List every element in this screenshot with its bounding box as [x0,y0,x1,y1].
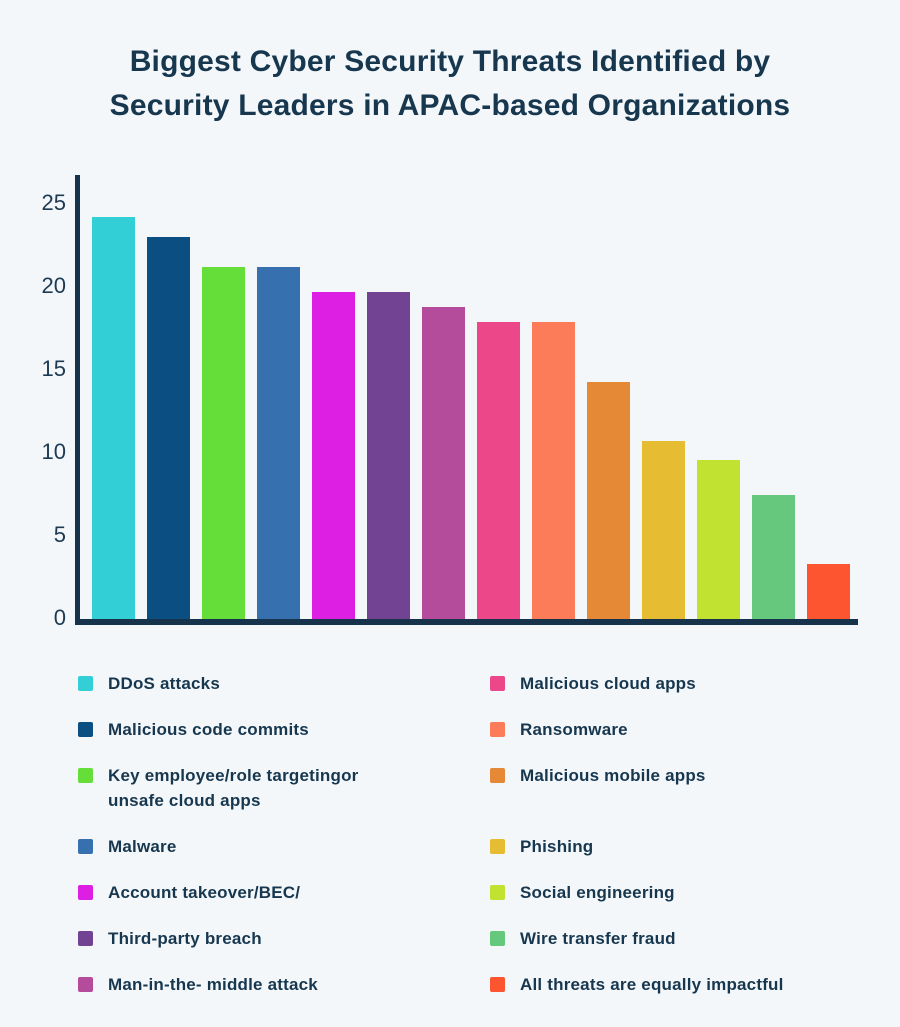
legend-swatch-icon [490,839,505,854]
legend-swatch-icon [490,931,505,946]
legend-swatch-icon [78,676,93,691]
legend-item-11: Phishing [490,834,868,859]
bar-7 [422,306,465,619]
legend-swatch-icon [78,768,93,783]
legend-swatch-icon [490,676,505,691]
legend-item-8: Malicious cloud apps [490,671,868,696]
y-tick-label-15: 15 [41,356,66,381]
bar-8 [477,321,520,619]
legend-label: Third-party breach [108,929,262,948]
legend-swatch-icon [78,977,93,992]
y-tick-label-5: 5 [53,522,66,547]
legend-item-14: All threats are equally impactful [490,972,868,997]
legend-label: Phishing [520,837,594,856]
legend-item-3: Key employee/role targetingor unsafe clo… [78,763,490,813]
y-tick-label-25: 25 [41,190,66,215]
legend-label: DDoS attacks [108,674,220,693]
legend-item-9: Ransomware [490,717,868,742]
legend-item-5: Account takeover/BEC/ [78,880,490,905]
bar-14 [807,564,850,619]
legend-item-13: Wire transfer fraud [490,926,868,951]
y-tick-label-10: 10 [41,439,66,464]
legend-label: All threats are equally impactful [520,975,784,994]
legend-swatch-icon [78,722,93,737]
y-axis-line [75,175,80,625]
legend-item-10: Malicious mobile apps [490,763,868,788]
legend-item-2: Malicious code commits [78,717,490,742]
legend-label: Malware [108,837,177,856]
bar-12 [697,459,740,619]
legend-label: Man-in-the- middle attack [108,975,318,994]
chart-legend: DDoS attacks Malicious code commits Key em… [78,671,868,997]
chart-title-line1: Biggest Cyber Security Threats Identifie… [129,45,771,78]
legend-item-4: Malware [78,834,490,859]
bar-11 [642,441,685,619]
legend-item-1: DDoS attacks [78,671,490,696]
legend-swatch-icon [78,885,93,900]
bar-2 [147,237,190,619]
legend-swatch-icon [490,768,505,783]
bars-container [0,175,900,619]
bar-6 [367,291,410,619]
legend-item-12: Social engineering [490,880,868,905]
legend-swatch-icon [490,977,505,992]
bar-4 [257,267,300,619]
legend-swatch-icon [490,722,505,737]
bar-1 [92,217,135,619]
legend-swatch-icon [78,839,93,854]
legend-label: Malicious code commits [108,720,309,739]
y-tick-label-20: 20 [41,273,66,298]
legend-item-7: Man-in-the- middle attack [78,972,490,997]
chart-title-line2: Security Leaders in APAC-based Organizat… [109,89,791,122]
legend-label: Social engineering [520,883,675,902]
bar-chart: 0 5 10 15 20 25 [0,175,900,635]
y-tick-label-0: 0 [53,605,66,630]
legend-label: Malicious cloud apps [520,674,696,693]
legend-label: Malicious mobile apps [520,766,706,785]
bar-13 [752,494,795,619]
legend-swatch-icon [490,885,505,900]
bar-10 [587,381,630,619]
bar-5 [312,291,355,619]
legend-swatch-icon [78,931,93,946]
legend-label: Account takeover/BEC/ [108,883,301,902]
legend-label: Key employee/role targetingor unsafe clo… [108,766,359,810]
bar-9 [532,321,575,619]
bar-3 [202,267,245,619]
legend-label: Ransomware [520,720,628,739]
legend-label: Wire transfer fraud [520,929,676,948]
x-axis-line [75,619,858,625]
chart-title: Biggest Cyber Security Threats Identifie… [0,40,900,128]
legend-item-6: Third-party breach [78,926,490,951]
